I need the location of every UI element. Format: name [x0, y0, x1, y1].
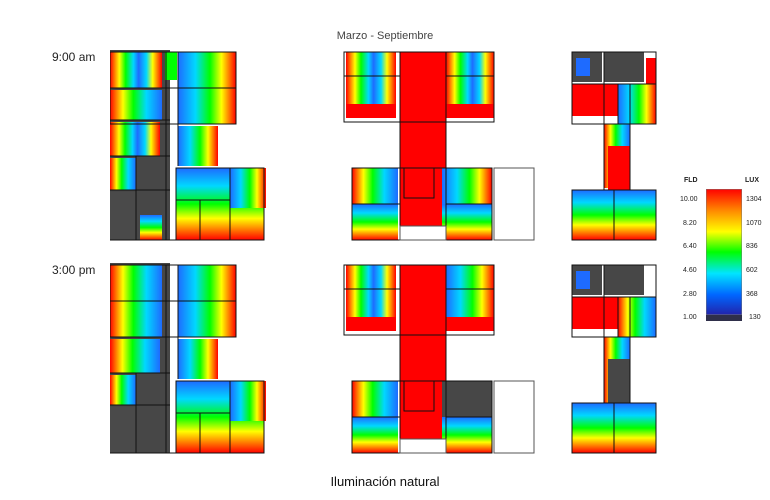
legend-lux-tick: 130 [749, 314, 761, 321]
legend-lux-tick: 602 [746, 267, 758, 274]
legend-fld-tick: 1.00 [683, 314, 697, 321]
legend-fld-header: FLD [684, 177, 698, 184]
legend-lux-tick: 1070 [746, 220, 762, 227]
plan-a-afternoon [110, 263, 268, 457]
figure-caption: Iluminación natural [330, 474, 440, 489]
plan-b-morning [342, 50, 537, 242]
row-label-afternoon: 3:00 pm [52, 263, 96, 277]
legend-lux-tick: 368 [746, 291, 758, 298]
legend-lux-header: LUX [745, 177, 759, 184]
legend-fld-tick: 10.00 [680, 196, 698, 203]
plan-c-morning [570, 50, 665, 242]
plan-a-morning [110, 50, 268, 242]
legend-fld-tick: 2.80 [683, 291, 697, 298]
legend-fld-tick: 4.60 [683, 267, 697, 274]
legend-lux-tick: 836 [746, 243, 758, 250]
legend-lux-tick: 1304 [746, 196, 762, 203]
plan-c-afternoon [570, 263, 665, 457]
legend-fld-tick: 8.20 [683, 220, 697, 227]
row-label-morning: 9:00 am [52, 50, 96, 64]
chart-title: Marzo - Septiembre [336, 30, 434, 42]
legend-color-scale [706, 189, 742, 321]
plan-b-afternoon [342, 263, 537, 457]
legend-fld-tick: 6.40 [683, 243, 697, 250]
